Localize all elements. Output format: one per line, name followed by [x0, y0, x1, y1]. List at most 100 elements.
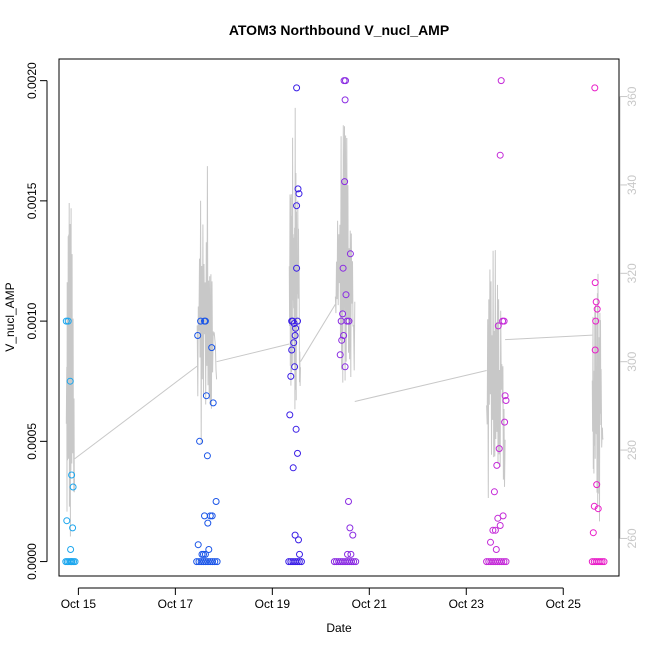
y-axis-label: V_nucl_AMP: [3, 282, 17, 351]
point: [487, 538, 494, 546]
point-zero: [596, 558, 604, 566]
x-tick-label: Oct 25: [546, 597, 582, 611]
y-tick-label: 0.0020: [25, 62, 39, 99]
point: [69, 524, 77, 532]
point: [490, 488, 498, 496]
y-tick-label: 0.0000: [25, 543, 39, 580]
y-tick-label: 0.0005: [25, 423, 39, 460]
series-1: [62, 317, 79, 566]
point: [346, 524, 354, 532]
point: [495, 445, 503, 453]
point: [342, 291, 350, 299]
point-zero: [193, 558, 201, 566]
point: [206, 512, 214, 520]
point: [294, 317, 301, 325]
point: [287, 372, 295, 380]
point: [594, 505, 602, 513]
point-zero: [500, 558, 508, 566]
point: [69, 483, 77, 491]
point-zero: [200, 558, 207, 566]
point: [194, 541, 202, 549]
y2-tick-label: 260: [625, 528, 639, 548]
point-zero: [209, 558, 216, 566]
line-segment-2: [196, 166, 218, 445]
line-series: [65, 107, 604, 537]
plot-frame: [58, 58, 620, 577]
x-tick-label: Oct 21: [352, 597, 388, 611]
point: [208, 512, 216, 520]
point: [494, 322, 502, 330]
line-segment-1: [65, 202, 75, 537]
point: [212, 498, 220, 505]
point: [589, 529, 597, 537]
point: [197, 317, 205, 325]
point: [208, 344, 216, 352]
line-connector-5: [505, 334, 593, 341]
point: [196, 437, 204, 445]
point: [491, 526, 499, 534]
point: [591, 84, 599, 92]
point: [501, 418, 509, 426]
point: [339, 264, 347, 272]
point: [591, 279, 599, 287]
x-tick-label: Oct 19: [255, 597, 291, 611]
point: [502, 397, 510, 404]
point-zero: [204, 558, 212, 566]
series-3: [285, 84, 305, 566]
line-segment-5: [486, 250, 506, 499]
point: [209, 399, 217, 407]
point: [341, 178, 349, 186]
point-zero: [202, 558, 210, 566]
point: [340, 332, 348, 339]
point: [68, 471, 76, 479]
line-connector-3: [300, 303, 336, 362]
series-5: [483, 77, 510, 566]
point: [289, 464, 297, 472]
point: [341, 363, 349, 371]
point: [68, 558, 76, 566]
point: [205, 546, 213, 553]
point-zero: [498, 558, 506, 566]
point: [492, 546, 500, 553]
point: [500, 317, 508, 325]
point: [288, 346, 296, 354]
point: [501, 392, 509, 400]
point: [293, 84, 301, 92]
point: [593, 481, 601, 489]
y2-tick-label: 320: [625, 263, 639, 283]
point: [591, 346, 599, 354]
point: [286, 411, 294, 419]
point-zero: [598, 558, 606, 566]
point: [295, 536, 302, 544]
x-tick-label: Oct 15: [61, 597, 97, 611]
point: [293, 202, 301, 210]
point: [347, 550, 355, 558]
line-connector-1: [74, 365, 198, 460]
point: [67, 546, 75, 553]
x-tick-label: Oct 17: [158, 597, 194, 611]
point: [295, 190, 303, 198]
line-segment-3: [288, 107, 301, 410]
point: [489, 526, 497, 534]
point: [336, 351, 344, 359]
line-segment-6: [591, 273, 604, 522]
point: [63, 517, 71, 525]
point-zero: [350, 558, 358, 566]
point-zero: [600, 558, 608, 566]
point: [339, 310, 347, 318]
series-2: [193, 317, 221, 566]
y2-tick-label: 360: [625, 86, 639, 106]
point: [496, 151, 504, 159]
point: [496, 522, 504, 529]
series-4: [330, 77, 360, 566]
point-series: [62, 77, 608, 566]
point-zero: [502, 558, 510, 566]
point: [291, 531, 299, 539]
point: [346, 250, 354, 258]
point: [592, 298, 600, 306]
point: [62, 317, 70, 325]
point-zero: [348, 558, 355, 566]
point-zero: [71, 558, 79, 566]
